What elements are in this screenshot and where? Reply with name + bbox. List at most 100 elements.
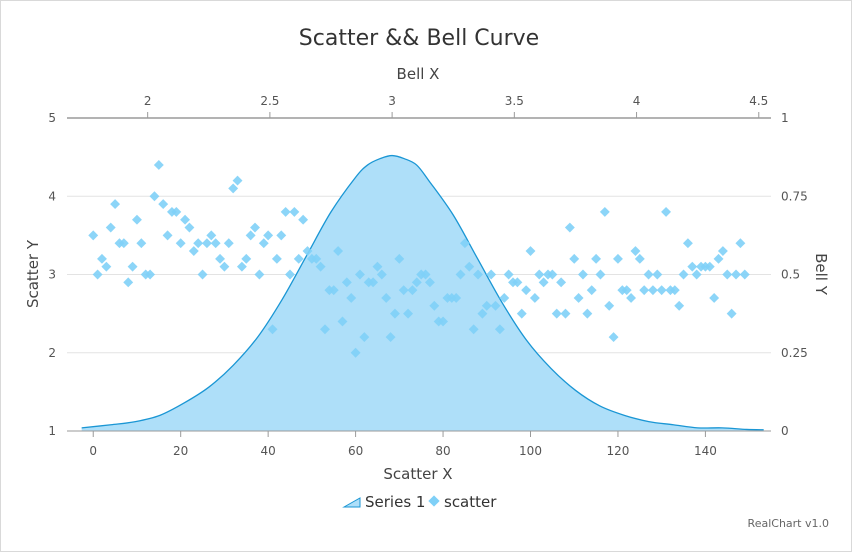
x2-axis-tick-label: 4 [633, 94, 641, 108]
legend-item-series-1[interactable]: Series 1 [342, 493, 425, 511]
y-axis-tick-label: 2 [48, 346, 56, 360]
scatter-point [669, 285, 680, 296]
scatter-point [271, 253, 282, 264]
scatter-point [682, 238, 693, 249]
scatter-point [149, 191, 160, 202]
scatter-point [722, 269, 733, 280]
scatter-point [88, 230, 99, 241]
scatter-point [687, 261, 698, 272]
scatter-point [132, 214, 142, 225]
scatter-point [556, 277, 567, 288]
scatter-point [241, 253, 252, 264]
y-axis-tick-label: 4 [48, 189, 56, 203]
scatter-point [215, 253, 225, 264]
scatter-point [704, 261, 715, 272]
y2-axis-tick-label: 0.25 [781, 346, 808, 360]
scatter-point [595, 269, 606, 280]
y2-axis-tick-label: 0.5 [781, 268, 800, 282]
scatter-point [188, 246, 199, 256]
scatter-point [521, 285, 532, 296]
scatter-point [263, 230, 274, 241]
scatter-point [254, 269, 265, 280]
scatter-point [569, 253, 580, 264]
x2-axis-title: Bell X [397, 65, 440, 83]
scatter-point [136, 238, 147, 249]
scatter-point [219, 261, 230, 272]
scatter-point [175, 238, 186, 249]
scatter-point [92, 269, 103, 280]
scatter-point [591, 253, 602, 264]
scatter-point [97, 253, 107, 264]
scatter-point [158, 199, 169, 210]
scatter-point [276, 230, 287, 241]
bell-curve-series [81, 154, 764, 431]
scatter-point [127, 261, 138, 272]
scatter-point [691, 269, 702, 280]
x-axis-tick-label: 60 [348, 444, 363, 458]
y2-axis-tick-label: 0.75 [781, 189, 808, 203]
x2-axis-tick-label: 4.5 [749, 94, 768, 108]
scatter-point [621, 285, 632, 296]
scatter-point [228, 183, 239, 194]
y-axis-tick-label: 5 [48, 111, 56, 125]
scatter-point [110, 199, 121, 210]
scatter-point [206, 230, 217, 241]
scatter-point [184, 222, 195, 233]
scatter-point [525, 246, 536, 256]
scatter-point [731, 269, 741, 280]
chart-credit: RealChart v1.0 [748, 517, 829, 530]
y2-axis-title: Bell Y [812, 253, 830, 296]
scatter-point [245, 230, 256, 241]
bell-curve-area [81, 155, 764, 431]
scatter-point [647, 285, 658, 296]
scatter-point [118, 238, 129, 249]
y-axis-tick-label: 3 [48, 268, 56, 282]
x2-axis-tick-label: 2 [144, 94, 152, 108]
scatter-point [608, 332, 619, 343]
scatter-point [643, 269, 654, 280]
legend-label-series-1: Series 1 [365, 493, 425, 511]
chart-title: Scatter && Bell Curve [299, 26, 539, 51]
y2-axis-tick-label: 0 [781, 424, 789, 438]
scatter-point [223, 238, 234, 249]
scatter-point [709, 293, 720, 303]
scatter-point [578, 269, 588, 280]
scatter-point [547, 269, 558, 280]
scatter-point [735, 238, 746, 249]
scatter-point [197, 269, 208, 280]
scatter-point [298, 214, 309, 225]
x-axis-tick-label: 120 [607, 444, 630, 458]
scatter-point [236, 261, 247, 272]
scatter-point [726, 308, 737, 319]
scatter-point [101, 261, 112, 272]
scatter-point [630, 246, 641, 256]
scatter-point [105, 222, 116, 233]
legend-label-scatter: scatter [444, 493, 497, 511]
scatter-point [613, 253, 623, 264]
scatter-point [560, 308, 571, 319]
scatter-point [180, 214, 191, 225]
scatter-point [656, 285, 667, 296]
scatter-point [564, 222, 575, 233]
scatter-point [586, 285, 597, 296]
legend-item-scatter[interactable]: scatter [428, 493, 497, 511]
x-axis-tick-label: 40 [261, 444, 276, 458]
legend-diamond-icon [428, 495, 440, 507]
scatter-point [639, 285, 650, 296]
scatter-point [171, 206, 182, 217]
scatter-point [626, 293, 637, 303]
scatter-point [599, 206, 610, 217]
scatter-point [634, 253, 645, 264]
x-axis-tick-label: 0 [89, 444, 97, 458]
x-axis-tick-label: 140 [694, 444, 717, 458]
scatter-point [582, 308, 593, 319]
scatter-point [661, 206, 672, 217]
x2-axis-tick-label: 3 [388, 94, 396, 108]
scatter-point [538, 277, 549, 288]
scatter-point [289, 206, 300, 217]
x-axis-tick-label: 80 [435, 444, 450, 458]
scatter-point [652, 269, 663, 280]
bell-curve-line [81, 154, 764, 431]
scatter-point [285, 269, 295, 280]
